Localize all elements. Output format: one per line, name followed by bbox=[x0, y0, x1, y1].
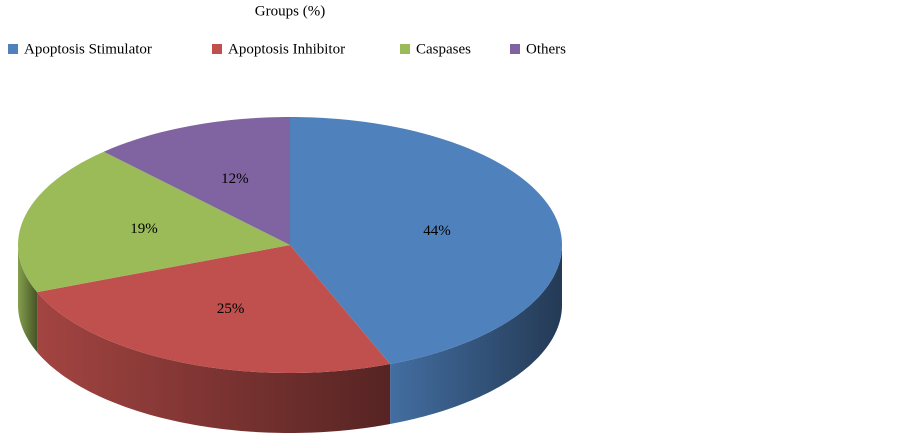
chart-title: Groups (%) bbox=[255, 3, 325, 19]
legend-label: Apoptosis Inhibitor bbox=[228, 41, 345, 57]
legend-swatch bbox=[8, 44, 18, 54]
legend-swatch bbox=[510, 44, 520, 54]
legend-swatch bbox=[400, 44, 410, 54]
slice-side bbox=[390, 245, 562, 425]
slice bbox=[37, 245, 391, 373]
data-label: 25% bbox=[217, 301, 245, 317]
legend-label: Apoptosis Stimulator bbox=[24, 41, 152, 57]
data-label: 12% bbox=[221, 171, 249, 187]
data-label: 44% bbox=[423, 223, 451, 239]
slice-side bbox=[18, 245, 38, 353]
legend-swatch bbox=[212, 44, 222, 54]
slice bbox=[103, 117, 290, 245]
data-label: 19% bbox=[130, 221, 158, 237]
legend-label: Caspases bbox=[416, 41, 471, 57]
slice-side bbox=[37, 292, 391, 433]
slice bbox=[18, 151, 290, 293]
slice bbox=[290, 117, 562, 365]
legend-label: Others bbox=[526, 41, 566, 57]
